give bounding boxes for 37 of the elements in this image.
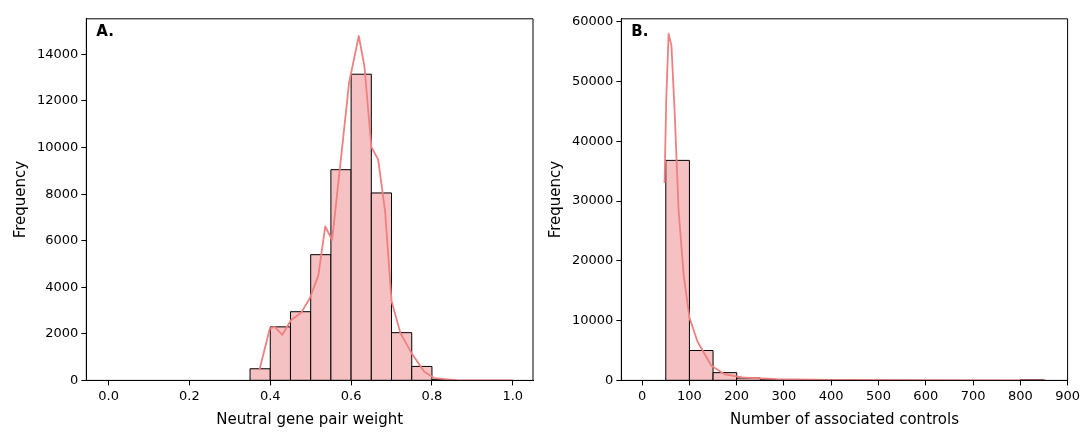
x-tick-label: 200 [724, 387, 750, 403]
y-tick-label: 14000 [37, 45, 79, 61]
y-tick-label: 4000 [45, 278, 79, 294]
x-tick-label: 0.8 [421, 387, 443, 403]
x-tick-label: 0.4 [259, 387, 281, 403]
y-tick-label: 50000 [572, 72, 614, 88]
y-tick-label: 0 [70, 371, 79, 387]
y-tick-label: 40000 [572, 132, 614, 148]
x-tick-label: 900 [1055, 387, 1081, 403]
x-tick-label: 400 [818, 387, 844, 403]
y-tick-label: 10000 [572, 311, 614, 327]
x-tick-label: 0 [638, 387, 647, 403]
x-tick-label: 0.0 [98, 387, 119, 403]
x-tick-label: 100 [677, 387, 702, 403]
annotation: A. [96, 22, 114, 41]
y-tick-label: 6000 [45, 232, 79, 248]
x-axis-title: Number of associated controls [729, 409, 960, 428]
x-tick-label: 600 [913, 387, 939, 403]
x-axis-title: Neutral gene pair weight [216, 409, 404, 428]
y-tick-label: 60000 [572, 13, 614, 29]
y-tick-label: 10000 [37, 138, 79, 154]
y-tick-label: 12000 [37, 92, 79, 108]
y-tick-label: 0 [605, 371, 614, 387]
x-tick-label: 800 [1007, 387, 1033, 403]
x-tick-label: 500 [866, 387, 891, 403]
y-axis-title: Frequency [545, 160, 564, 239]
x-tick-label: 0.2 [179, 387, 200, 403]
x-tick-label: 700 [960, 387, 986, 403]
annotation: B. [631, 22, 649, 41]
x-tick-label: 300 [771, 387, 797, 403]
y-tick-label: 2000 [45, 325, 79, 341]
x-tick-label: 0.6 [340, 387, 362, 403]
y-axis-title: Frequency [10, 160, 29, 239]
x-tick-label: 1.0 [502, 387, 524, 403]
y-tick-label: 8000 [45, 185, 79, 201]
y-tick-label: 30000 [572, 192, 614, 208]
y-tick-label: 20000 [572, 252, 614, 268]
